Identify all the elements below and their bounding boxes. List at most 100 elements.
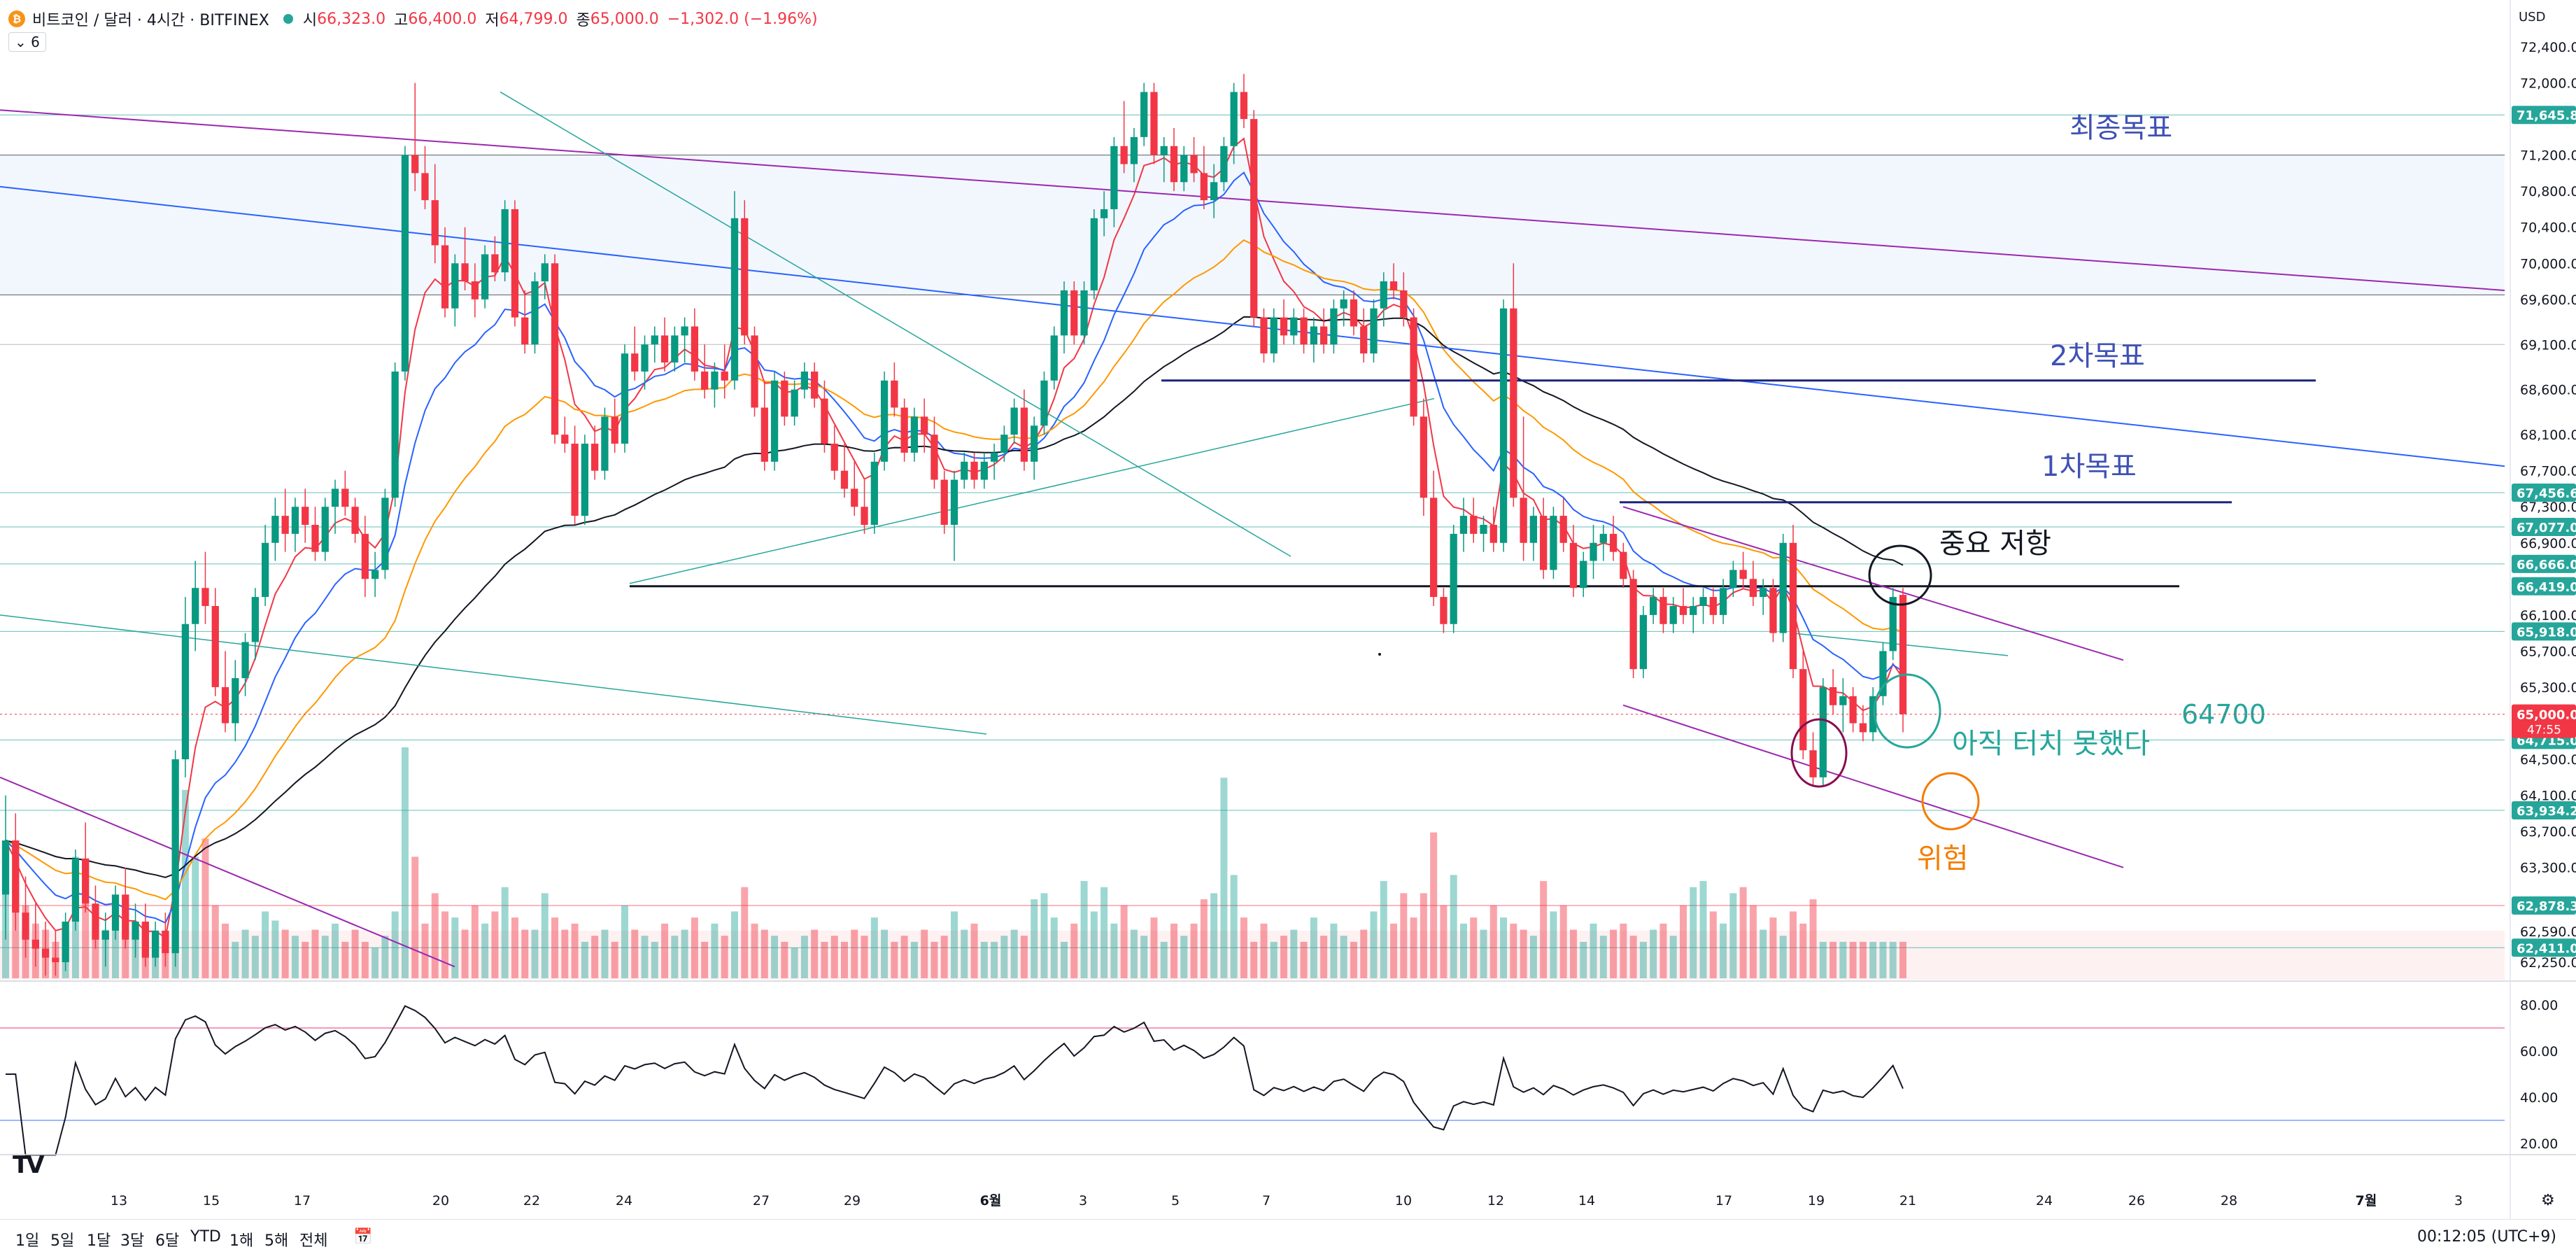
volume-bar bbox=[1350, 941, 1357, 978]
volume-bar bbox=[1830, 941, 1837, 978]
volume-bar bbox=[1080, 881, 1088, 978]
candle bbox=[1899, 588, 1907, 733]
price-badge-text: 67,077.0 bbox=[2517, 521, 2576, 535]
candle bbox=[940, 470, 948, 534]
candle-body bbox=[1899, 595, 1907, 714]
timeframe-button-2[interactable]: 1달 bbox=[87, 1232, 111, 1250]
volume-bar bbox=[122, 923, 129, 978]
volume-bar bbox=[361, 941, 369, 978]
candle-body bbox=[1829, 686, 1837, 705]
candle-body bbox=[82, 858, 90, 904]
candle bbox=[770, 371, 779, 471]
volume-bar bbox=[1040, 893, 1048, 978]
candle-body bbox=[741, 218, 749, 336]
volume-bar bbox=[881, 929, 889, 978]
candle bbox=[281, 488, 289, 552]
candle-body bbox=[351, 507, 359, 534]
candle bbox=[811, 362, 819, 408]
candle bbox=[211, 588, 219, 696]
candle-body bbox=[1140, 92, 1148, 137]
chart-header: ₿ 비트코인 / 달러 · 4시간 · BITFINEX 시 66,323.0 … bbox=[0, 0, 2491, 52]
bitcoin-icon[interactable]: ₿ bbox=[8, 10, 25, 27]
candle bbox=[1659, 588, 1667, 633]
timeframe-button-4[interactable]: 6달 bbox=[155, 1232, 180, 1250]
candle bbox=[291, 498, 299, 552]
candle bbox=[22, 876, 29, 958]
candle-body bbox=[1220, 146, 1228, 183]
candle bbox=[1550, 507, 1557, 579]
candle bbox=[1031, 416, 1038, 480]
candle-body bbox=[660, 335, 669, 363]
time-tick-label: 3 bbox=[2454, 1193, 2463, 1209]
candle bbox=[1799, 651, 1807, 760]
candle bbox=[1, 795, 10, 940]
close-label: 종 bbox=[576, 12, 590, 29]
volume-bar bbox=[491, 911, 499, 978]
candle-body bbox=[651, 335, 658, 345]
candle-body bbox=[1250, 119, 1258, 318]
candle-body bbox=[1190, 155, 1198, 174]
volume-bar bbox=[900, 936, 908, 978]
calendar-icon[interactable]: 📅 bbox=[353, 1228, 373, 1246]
candle-body bbox=[1529, 516, 1538, 543]
candle bbox=[1060, 281, 1068, 354]
candle-body bbox=[41, 948, 50, 958]
candle-body bbox=[1180, 155, 1188, 183]
currency-label[interactable]: USD bbox=[2519, 10, 2546, 24]
volume-bar bbox=[1720, 923, 1727, 978]
volume-bar bbox=[1230, 875, 1238, 978]
timeframe-button-7[interactable]: 5해 bbox=[264, 1232, 289, 1250]
candle-body bbox=[471, 281, 479, 300]
timeframe-button-0[interactable]: 1일 bbox=[15, 1232, 40, 1250]
clock[interactable]: 00:12:05 (UTC+9) bbox=[2416, 1228, 2556, 1246]
candle-body bbox=[1340, 299, 1347, 309]
candle bbox=[1760, 579, 1767, 615]
candle bbox=[1070, 281, 1078, 345]
time-tick-label: 24 bbox=[2036, 1193, 2053, 1209]
trendlines-layer bbox=[0, 91, 2505, 968]
indicators-toggle[interactable]: ⌄ 6 bbox=[8, 32, 46, 52]
timeframe-button-3[interactable]: 3달 bbox=[120, 1232, 145, 1250]
candle-body bbox=[1400, 290, 1408, 318]
price-tick-label: 63,700.0 bbox=[2520, 824, 2576, 840]
candle-body bbox=[961, 461, 968, 480]
time-tick-label: 19 bbox=[1808, 1193, 1825, 1209]
candle-body bbox=[1429, 498, 1438, 598]
tradingview-logo[interactable]: TV bbox=[13, 1151, 44, 1179]
candle-body bbox=[1350, 299, 1358, 327]
candle-body bbox=[1809, 750, 1817, 777]
volume-bar bbox=[1889, 941, 1897, 978]
time-tick-label: 22 bbox=[523, 1193, 540, 1209]
timeframe-button-5[interactable]: YTD bbox=[190, 1228, 221, 1246]
symbol-title[interactable]: 비트코인 / 달러 · 4시간 · BITFINEX bbox=[32, 12, 269, 29]
candle-body bbox=[1150, 92, 1158, 155]
candle bbox=[1190, 136, 1198, 183]
timeframe-button-8[interactable]: 전체 bbox=[299, 1232, 328, 1250]
volume-bar bbox=[800, 936, 808, 978]
volume-bar bbox=[611, 941, 618, 978]
candle-body bbox=[1470, 516, 1478, 534]
candle bbox=[930, 416, 938, 489]
candle-body bbox=[481, 254, 489, 300]
candle-body bbox=[1559, 516, 1567, 543]
volume-bar bbox=[940, 936, 948, 978]
candle-body bbox=[1459, 516, 1468, 534]
price-tick-label: 70,400.0 bbox=[2520, 220, 2576, 236]
candle-body bbox=[1629, 579, 1637, 670]
candle-body bbox=[751, 335, 758, 408]
volume-bar bbox=[930, 941, 938, 978]
candle-body bbox=[940, 479, 948, 525]
volume-bar bbox=[181, 789, 189, 978]
candle bbox=[571, 425, 579, 525]
volume-bar bbox=[481, 923, 489, 978]
price-tick-label: 62,590.0 bbox=[2520, 924, 2576, 940]
candle-body bbox=[1031, 425, 1038, 462]
candle bbox=[1280, 299, 1288, 345]
timeframe-button-6[interactable]: 1해 bbox=[229, 1232, 254, 1250]
candle bbox=[1080, 281, 1088, 345]
candle-body bbox=[1210, 182, 1218, 201]
candle-body bbox=[781, 380, 788, 417]
timeframe-button-1[interactable]: 5일 bbox=[50, 1232, 75, 1250]
volume-bar bbox=[12, 887, 20, 978]
